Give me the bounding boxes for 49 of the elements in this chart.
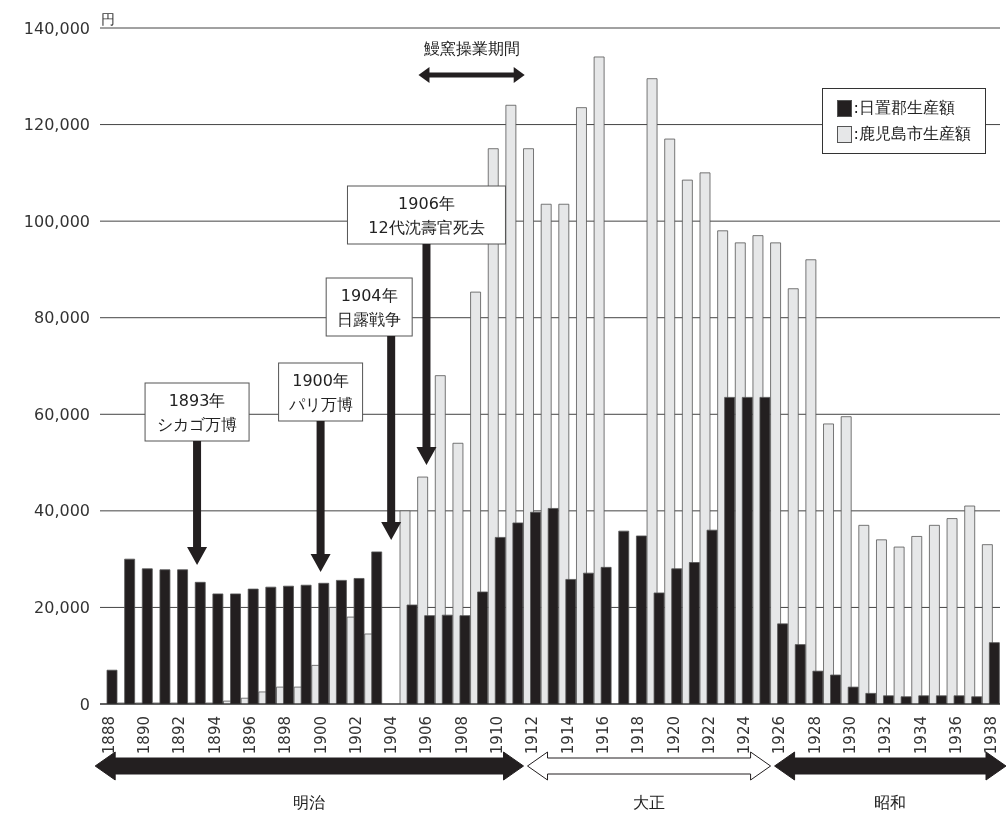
x-tick-label: 1934 <box>911 716 930 755</box>
x-tick-label: 1894 <box>205 716 224 755</box>
x-tick-label: 1892 <box>170 716 189 755</box>
text: 大正 <box>633 793 666 812</box>
x-tick-label: 1890 <box>135 716 154 755</box>
x-tick-label: 1898 <box>276 716 295 755</box>
x-tick-label: 1888 <box>99 716 118 755</box>
x-tick-label: 1910 <box>488 716 507 755</box>
y-tick-label: 40,000 <box>34 501 90 521</box>
y-tick-label: 100,000 <box>23 211 90 231</box>
text: 明治 <box>293 793 326 812</box>
y-tick-label: 0 <box>79 694 90 714</box>
x-tick-label: 1936 <box>946 716 965 755</box>
x-tick-label: 1896 <box>241 716 259 755</box>
y-axis-title: 円 <box>101 11 115 27</box>
y-tick-label: 140,000 <box>23 18 90 38</box>
x-tick-label: 1924 <box>735 716 754 755</box>
y-tick-label: 80,000 <box>34 308 90 328</box>
x-tick-label: 1908 <box>452 716 471 755</box>
annotation: パリ万博 <box>287 395 353 414</box>
annotation: シカゴ万博 <box>157 415 238 434</box>
annotation: 鰻窯操業期間 <box>423 39 520 58</box>
x-tick-label: 1916 <box>593 716 612 755</box>
annotation: 1900年 <box>292 371 349 390</box>
x-tick-label: 1902 <box>346 716 365 755</box>
annotation: 12代沈壽官死去 <box>368 218 485 237</box>
y-tick-label: 20,000 <box>34 597 90 617</box>
x-tick-label: 1930 <box>841 716 859 755</box>
annotation: 1906年 <box>398 194 455 213</box>
annotation: 日露戦争 <box>337 310 402 329</box>
x-tick-label: 1926 <box>770 716 789 755</box>
y-tick-label: 60,000 <box>34 404 90 424</box>
x-tick-label: 1938 <box>982 716 1001 755</box>
text: 昭和 <box>874 793 907 812</box>
x-tick-label: 1904 <box>382 716 401 755</box>
x-tick-label: 1900 <box>311 716 330 755</box>
x-tick-label: 1928 <box>805 716 824 755</box>
legend-label: :鹿児島市生産額 <box>853 123 971 145</box>
y-tick-label: 120,000 <box>23 115 90 135</box>
x-tick-label: 1914 <box>558 716 577 755</box>
x-tick-label: 1906 <box>417 716 436 755</box>
x-tick-label: 1912 <box>523 716 542 755</box>
legend-label: :日置郡生産額 <box>853 97 955 119</box>
annotation: 1893年 <box>168 391 226 410</box>
x-tick-label: 1918 <box>629 716 648 755</box>
annotation: 1904年 <box>340 286 398 305</box>
x-tick-label: 1922 <box>699 716 718 755</box>
x-tick-label: 1932 <box>876 716 895 755</box>
x-tick-label: 1920 <box>664 716 683 755</box>
